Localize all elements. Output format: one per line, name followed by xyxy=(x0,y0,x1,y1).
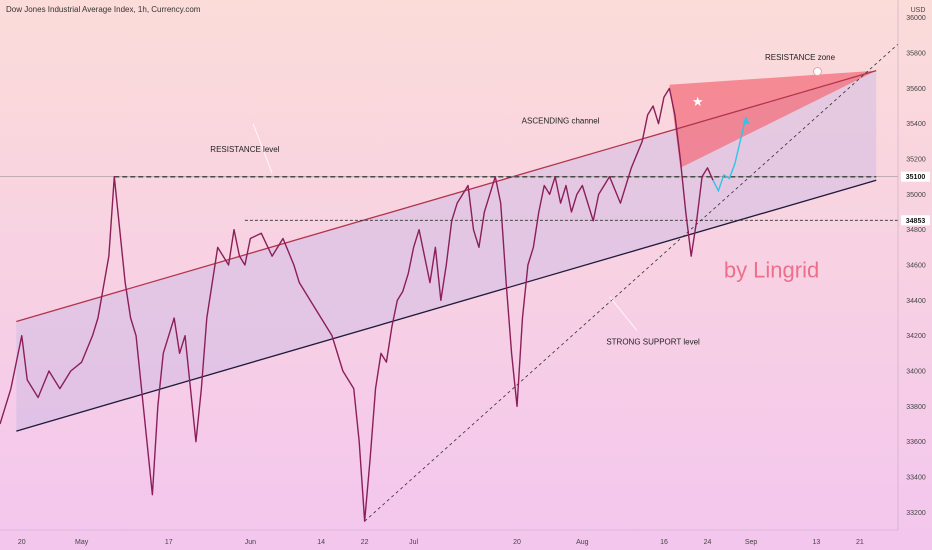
x-tick-label: 14 xyxy=(317,539,325,546)
ascending-channel-fill xyxy=(16,70,877,432)
x-tick-label: 22 xyxy=(361,539,369,546)
y-tick-label: 34200 xyxy=(906,333,926,340)
resistance-zone xyxy=(669,70,877,168)
x-tick-label: Aug xyxy=(576,539,589,546)
annotation-label: STRONG SUPPORT level xyxy=(606,338,700,347)
projection-arrowhead xyxy=(742,116,750,125)
x-tick-label: Jun xyxy=(245,539,256,546)
resistance-level-arrow xyxy=(252,123,273,174)
y-tick-label: 34400 xyxy=(906,298,926,305)
x-tick-label: 21 xyxy=(856,539,864,546)
x-tick-label: 17 xyxy=(165,539,173,546)
y-tick-label: 34000 xyxy=(906,369,926,376)
y-tick-label: 34800 xyxy=(906,227,926,234)
x-tick-label: May xyxy=(75,539,89,546)
chart-title: Dow Jones Industrial Average Index, 1h, … xyxy=(6,5,201,14)
y-tick-label: 33400 xyxy=(906,475,926,482)
price-label-box xyxy=(901,171,930,182)
x-tick-label: 13 xyxy=(812,539,820,546)
x-tick-label: Jul xyxy=(409,539,418,546)
y-tick-label: 35800 xyxy=(906,51,926,58)
y-tick-label: 34600 xyxy=(906,263,926,270)
price-label: 35100 xyxy=(901,171,930,182)
price-label: 34853 xyxy=(901,215,930,226)
price-label-box xyxy=(901,215,930,226)
projection-path xyxy=(712,118,747,193)
y-tick-label: 33200 xyxy=(906,510,926,517)
x-tick-label: 16 xyxy=(660,539,668,546)
currency-label: USD xyxy=(911,7,926,14)
price-label-text: 35100 xyxy=(906,174,926,181)
annotation-label: RESISTANCE level xyxy=(210,145,279,154)
y-tick-label: 33800 xyxy=(906,404,926,411)
x-tick-label: Sep xyxy=(745,539,758,546)
annotation-label: ASCENDING channel xyxy=(522,117,600,126)
x-tick-label: 20 xyxy=(513,539,521,546)
y-tick-label: 35400 xyxy=(906,121,926,128)
y-tick-label: 35600 xyxy=(906,86,926,93)
y-tick-label: 33600 xyxy=(906,439,926,446)
x-tick-label: 20 xyxy=(18,539,26,546)
channel-upper-line xyxy=(16,70,877,323)
price-label-text: 34853 xyxy=(906,218,926,225)
price-series-line xyxy=(0,87,714,522)
target-icon xyxy=(812,67,822,77)
y-tick-label: 35200 xyxy=(906,157,926,164)
annotation-label: RESISTANCE zone xyxy=(765,53,836,62)
y-tick-label: 36000 xyxy=(906,15,926,22)
star-icon: ★ xyxy=(692,95,704,110)
strong-support-trendline xyxy=(364,43,899,522)
x-tick-label: 24 xyxy=(704,539,712,546)
support-arrow xyxy=(609,296,638,331)
watermark-text: by Lingrid xyxy=(724,257,819,282)
y-tick-label: 35000 xyxy=(906,192,926,199)
